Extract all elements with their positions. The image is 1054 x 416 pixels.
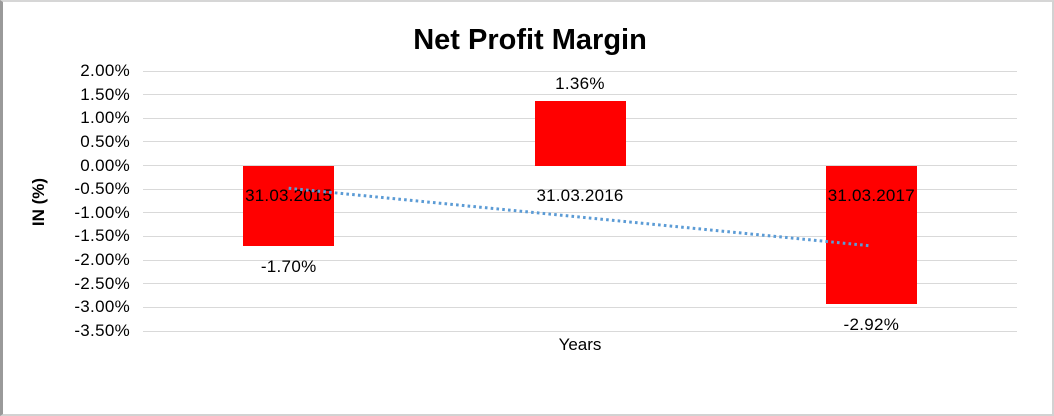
y-tick-label: -1.00% (74, 202, 130, 222)
bar-value-label: -2.92% (843, 314, 900, 334)
gridline (143, 283, 1017, 285)
y-tick-label: 2.00% (80, 61, 130, 80)
bar-value-label: -1.70% (260, 256, 317, 276)
x-axis-title: Years (558, 335, 602, 354)
gridline (143, 165, 1017, 167)
bar-31.03.2016 (534, 101, 626, 166)
y-tick-label: -2.50% (74, 273, 130, 293)
gridline (143, 94, 1017, 96)
category-label: 31.03.2016 (536, 186, 624, 205)
y-tick-label: 1.50% (80, 84, 130, 104)
bar-value-label: 1.36% (555, 74, 605, 94)
gridline (143, 259, 1017, 261)
category-label: 31.03.2017 (827, 186, 915, 205)
y-tick-label: 1.00% (80, 108, 130, 128)
gridline (143, 70, 1017, 72)
y-tick-label: -0.50% (74, 179, 130, 199)
gridline (143, 306, 1017, 308)
gridline (143, 330, 1017, 332)
y-tick-label: 0.00% (80, 155, 130, 175)
y-tick-label: 0.50% (80, 131, 130, 151)
y-tick-label: -3.00% (74, 297, 130, 317)
category-label: 31.03.2015 (245, 186, 333, 205)
y-tick-label: -3.50% (74, 321, 130, 340)
y-tick-label: -2.00% (74, 250, 130, 270)
y-tick-label: -1.50% (74, 226, 130, 246)
chart-title: Net Profit Margin (413, 24, 647, 56)
